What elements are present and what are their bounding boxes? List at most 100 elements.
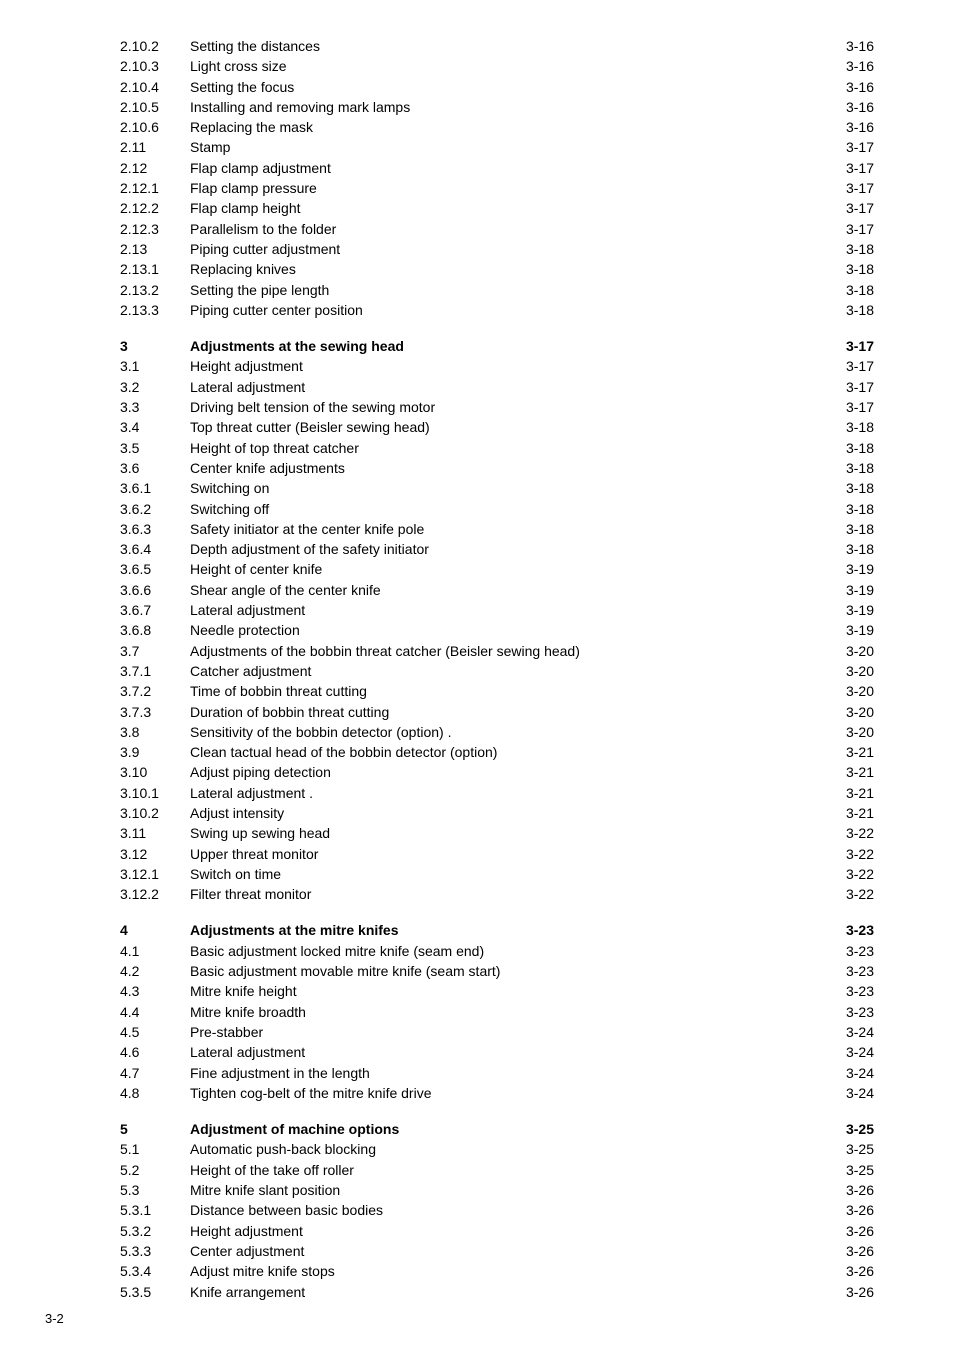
toc-row: 3Adjustments at the sewing head3-17	[120, 336, 874, 356]
toc-row: 2.10.3Light cross size3-16	[120, 56, 874, 76]
toc-number: 3.6.7	[120, 600, 190, 620]
toc-row: 3.12.2Filter threat monitor3-22	[120, 884, 874, 904]
toc-number: 3.7.3	[120, 702, 190, 722]
toc-block: 3Adjustments at the sewing head3-173.1He…	[120, 336, 874, 904]
toc-number: 5.3.2	[120, 1221, 190, 1241]
toc-number: 4.3	[120, 981, 190, 1001]
toc-title: Setting the focus	[190, 77, 294, 97]
toc-page: 3-16	[842, 36, 874, 56]
toc-page: 3-26	[842, 1200, 874, 1220]
toc-title: Filter threat monitor	[190, 884, 311, 904]
toc-row: 2.10.6Replacing the mask3-16	[120, 117, 874, 137]
toc-title: Center adjustment	[190, 1241, 304, 1261]
toc-page: 3-20	[842, 661, 874, 681]
toc-number: 3.6.6	[120, 580, 190, 600]
toc-row: 3.6.6Shear angle of the center knife3-19	[120, 580, 874, 600]
toc-number: 3.8	[120, 722, 190, 742]
toc-title: Fine adjustment in the length	[190, 1063, 370, 1083]
toc-row: 3.6.8Needle protection 3-19	[120, 620, 874, 640]
toc-row: 3.7.2Time of bobbin threat cutting3-20	[120, 681, 874, 701]
toc-row: 3.12Upper threat monitor3-22	[120, 844, 874, 864]
toc-title: Flap clamp pressure	[190, 178, 317, 198]
toc-page: 3-17	[842, 397, 874, 417]
toc-number: 3.10.1	[120, 783, 190, 803]
toc-number: 5.3.3	[120, 1241, 190, 1261]
toc-number: 5.3.5	[120, 1282, 190, 1302]
toc-row: 3.8Sensitivity of the bobbin detector (o…	[120, 722, 874, 742]
toc-number: 3.7	[120, 641, 190, 661]
toc-row: 2.11Stamp3-17	[120, 137, 874, 157]
toc-row: 3.2Lateral adjustment3-17	[120, 377, 874, 397]
toc-number: 3.12.2	[120, 884, 190, 904]
toc-title: Distance between basic bodies	[190, 1200, 383, 1220]
toc-page: 3-24	[842, 1083, 874, 1103]
toc-page: 3-18	[842, 519, 874, 539]
toc-row: 4.2Basic adjustment movable mitre knife …	[120, 961, 874, 981]
toc-title: Installing and removing mark lamps	[190, 97, 410, 117]
toc-number: 2.13	[120, 239, 190, 259]
toc-page: 3-20	[842, 722, 874, 742]
toc-page: 3-26	[842, 1261, 874, 1281]
toc-page: 3-19	[842, 620, 874, 640]
toc-row: 3.11Swing up sewing head3-22	[120, 823, 874, 843]
toc-page: 3-26	[842, 1282, 874, 1302]
toc-row: 4Adjustments at the mitre knifes3-23	[120, 920, 874, 940]
toc-row: 2.10.4Setting the focus3-16	[120, 77, 874, 97]
toc-title: Catcher adjustment	[190, 661, 311, 681]
toc-page: 3-23	[842, 920, 874, 940]
toc-page: 3-18	[842, 280, 874, 300]
toc-page: 3-24	[842, 1063, 874, 1083]
toc-page: 3-18	[842, 458, 874, 478]
toc-title: Center knife adjustments	[190, 458, 345, 478]
toc-number: 2.11	[120, 137, 190, 157]
toc-row: 2.10.2Setting the distances3-16	[120, 36, 874, 56]
toc-number: 5.2	[120, 1160, 190, 1180]
toc-page: 3-23	[842, 1002, 874, 1022]
toc-block: 4Adjustments at the mitre knifes3-234.1B…	[120, 920, 874, 1103]
toc-row: 4.7Fine adjustment in the length3-24	[120, 1063, 874, 1083]
toc-page: 3-23	[842, 981, 874, 1001]
toc-page: 3-25	[842, 1139, 874, 1159]
toc-page: 3-21	[842, 783, 874, 803]
toc-title: Upper threat monitor	[190, 844, 318, 864]
toc-number: 2.10.4	[120, 77, 190, 97]
toc-number: 3.6.8	[120, 620, 190, 640]
toc-number: 3.6.1	[120, 478, 190, 498]
toc-title: Adjustments of the bobbin threat catcher…	[190, 641, 580, 661]
toc-page: 3-17	[842, 356, 874, 376]
toc-title: Duration of bobbin threat cutting	[190, 702, 389, 722]
toc-row: 3.6.4Depth adjustment of the safety init…	[120, 539, 874, 559]
toc-page: 3-18	[842, 300, 874, 320]
toc-number: 2.10.6	[120, 117, 190, 137]
toc-number: 3.7.2	[120, 681, 190, 701]
toc-number: 3.3	[120, 397, 190, 417]
toc-row: 5.3Mitre knife slant position3-26	[120, 1180, 874, 1200]
toc-row: 2.12Flap clamp adjustment3-17	[120, 158, 874, 178]
toc-page: 3-26	[842, 1180, 874, 1200]
toc-title: Flap clamp height	[190, 198, 301, 218]
toc-title: Lateral adjustment	[190, 377, 305, 397]
toc-row: 5.3.4Adjust mitre knife stops3-26	[120, 1261, 874, 1281]
toc-page: 3-17	[842, 219, 874, 239]
toc-title: Height of the take off roller	[190, 1160, 354, 1180]
toc-title: Adjustments at the mitre knifes	[190, 920, 399, 940]
toc-title: Depth adjustment of the safety initiator	[190, 539, 429, 559]
toc-number: 4.6	[120, 1042, 190, 1062]
toc-row: 3.5Height of top threat catcher3-18	[120, 438, 874, 458]
toc-row: 3.12.1Switch on time3-22	[120, 864, 874, 884]
toc-title: Clean tactual head of the bobbin detecto…	[190, 742, 497, 762]
toc-title: Lateral adjustment .	[190, 783, 313, 803]
toc-row: 4.1Basic adjustment locked mitre knife (…	[120, 941, 874, 961]
toc-number: 2.12.2	[120, 198, 190, 218]
toc-row: 3.4Top threat cutter (Beisler sewing hea…	[120, 417, 874, 437]
toc-number: 2.10.3	[120, 56, 190, 76]
toc-title: Height adjustment	[190, 356, 303, 376]
toc-number: 5.3.4	[120, 1261, 190, 1281]
toc-page: 3-18	[842, 499, 874, 519]
toc-title: Needle protection	[190, 620, 300, 640]
toc-number: 3.11	[120, 823, 190, 843]
toc-block: 5Adjustment of machine options3-255.1Aut…	[120, 1119, 874, 1302]
toc-row: 4.6Lateral adjustment3-24	[120, 1042, 874, 1062]
toc-title: Adjust piping detection	[190, 762, 331, 782]
toc-row: 2.12.2Flap clamp height3-17	[120, 198, 874, 218]
